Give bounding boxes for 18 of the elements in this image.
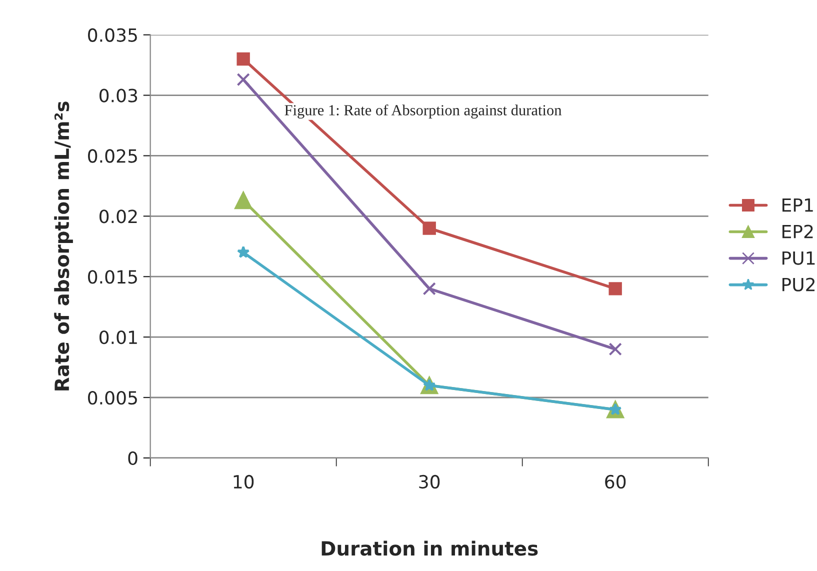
legend-label: PU1 xyxy=(782,251,815,265)
y-tick-label: 0.02 xyxy=(100,210,137,224)
y-tick-label: 0.03 xyxy=(100,88,138,102)
x-tick-label: 10 xyxy=(234,474,254,489)
x-tick-label: 30 xyxy=(419,474,440,489)
y-tick-label: 0.01 xyxy=(100,330,137,344)
x-axis-title: Duration in minutes xyxy=(322,540,538,556)
y-tick-label: 0.025 xyxy=(88,149,137,163)
y-tick-label: 0.035 xyxy=(88,28,137,42)
x-tick-label: 60 xyxy=(605,474,626,489)
y-tick-label: 0.005 xyxy=(88,390,137,405)
legend-label: PU2 xyxy=(782,278,815,292)
y-tick-label: 0.015 xyxy=(88,270,137,284)
y-tick-label: 0 xyxy=(128,451,138,466)
y-axis-title: Rate of absorption mL/m²s xyxy=(54,102,73,390)
legend-label: EP1 xyxy=(782,198,813,212)
annotation: Figure 1: Rate of Absorption against duration xyxy=(284,104,562,119)
legend-label: EP2 xyxy=(782,224,813,238)
